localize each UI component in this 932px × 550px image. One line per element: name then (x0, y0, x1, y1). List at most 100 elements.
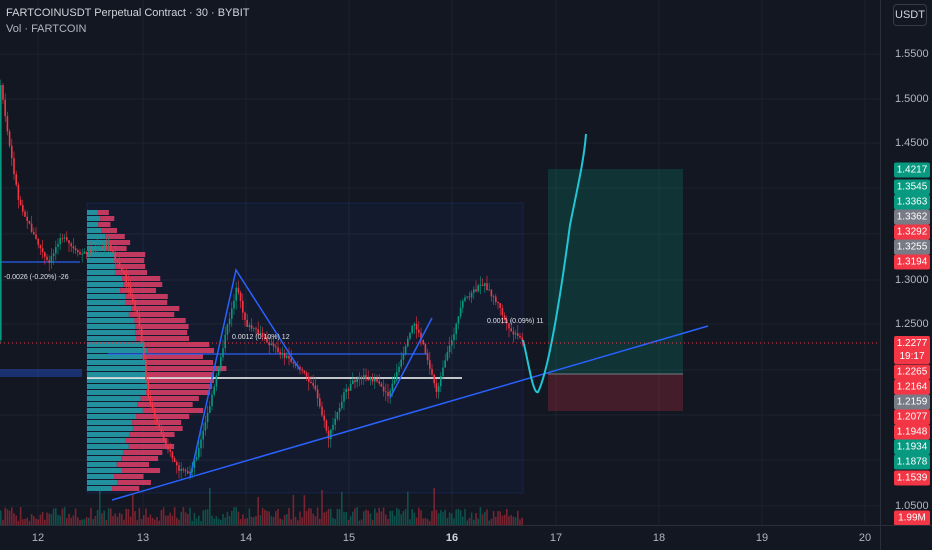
candle-body (343, 392, 345, 402)
volume-bar (310, 508, 312, 525)
volume-profile-bar-up (87, 348, 147, 353)
candle-body (48, 260, 50, 263)
volume-profile-bar-down (125, 300, 168, 305)
candle-body (479, 284, 482, 286)
volume-bar (347, 520, 350, 525)
volume-profile-bar-up (87, 312, 129, 317)
volume-profile-bar-up (87, 222, 99, 227)
volume-bar (501, 515, 504, 525)
candle-body (433, 374, 435, 384)
price-tick: 1.5000 (895, 93, 929, 105)
candle-body (129, 287, 132, 297)
price-label: 1.4217 (894, 162, 930, 178)
volume-bar (259, 515, 262, 525)
candle-body (356, 378, 358, 383)
volume-bar (301, 517, 303, 525)
candle-body (248, 325, 251, 327)
volume-profile-bar-down (125, 438, 168, 443)
volume-indicator-label[interactable]: Vol · FARTCOIN (6, 23, 87, 35)
price-tick: 1.4500 (895, 137, 929, 149)
chart-legend: FARTCOINUSDT Perpetual Contract · 30 · B… (6, 6, 250, 36)
volume-bar (389, 511, 391, 525)
candle-body (147, 380, 149, 397)
candle-body (312, 383, 314, 386)
volume-bar (182, 507, 185, 525)
volume-profile-bar-down (147, 360, 213, 365)
volume-bar (404, 509, 407, 525)
price-chart[interactable] (0, 0, 880, 525)
volume-bar (217, 518, 220, 525)
volume-profile-bar-down (125, 294, 168, 299)
volume-bar (178, 519, 180, 525)
candle-body (385, 391, 387, 393)
volume-profile-bar-up (87, 354, 143, 359)
volume-bar (191, 520, 193, 525)
currency-button[interactable]: USDT (893, 4, 927, 26)
candle-body (462, 300, 464, 308)
candle-body (68, 240, 70, 244)
time-axis[interactable]: 12 13 14 15 16 17 18 19 20 (0, 525, 880, 550)
volume-bar (167, 515, 169, 525)
volume-profile-bar-up (87, 402, 138, 407)
candle-body (180, 468, 182, 471)
candle-body (323, 415, 325, 421)
price-axis[interactable]: 1.5500 1.5000 1.4500 1.3000 1.2500 1.050… (880, 0, 932, 526)
volume-bar (367, 510, 369, 525)
volume-bar (336, 508, 339, 525)
candle-body (235, 287, 237, 301)
volume-profile-bar-up (87, 468, 123, 473)
volume-profile-bar-up (87, 432, 130, 437)
volume-profile-bar-down (147, 372, 215, 377)
candle-body (303, 370, 306, 373)
volume-bar (418, 507, 420, 525)
candle-body (501, 307, 504, 316)
candle-body (402, 353, 405, 360)
chart-area[interactable]: FARTCOINUSDT Perpetual Contract · 30 · B… (0, 0, 880, 525)
candle-body (151, 403, 154, 409)
volume-profile-bar-up (87, 318, 135, 323)
volume-profile-bar-up (87, 294, 126, 299)
candle-body (176, 462, 178, 466)
volume-bar (41, 512, 44, 525)
volume-profile-bar-down (121, 456, 159, 461)
volume-profile-bar-down (117, 480, 151, 485)
volume-bar (345, 512, 347, 525)
candle-body (288, 356, 290, 359)
volume-bar (294, 516, 297, 525)
volume-profile-bar-up (87, 264, 115, 269)
candle-body (310, 381, 312, 384)
candle-body (512, 331, 515, 335)
candle-body (138, 314, 141, 327)
volume-profile-bar-up (87, 366, 147, 371)
volume-bar (248, 508, 251, 525)
candle-body (257, 329, 259, 335)
candle-body (277, 347, 279, 353)
symbol-title[interactable]: FARTCOINUSDT Perpetual Contract · 30 · B… (6, 7, 250, 19)
volume-profile-bar-up (87, 324, 136, 329)
time-tick: 15 (342, 532, 356, 544)
volume-bar (30, 514, 33, 525)
volume-bar (134, 511, 136, 525)
volume-bar (193, 512, 196, 525)
candle-body (378, 381, 380, 384)
candle-body (275, 346, 277, 348)
volume-bar (173, 507, 176, 525)
volume-bar (239, 519, 242, 525)
candle-body (169, 449, 171, 452)
bar-countdown: 19:17 (899, 351, 925, 362)
candle-body (391, 383, 394, 391)
price-label: 1.2159 (894, 394, 930, 410)
candle-body (481, 284, 484, 286)
volume-bar (360, 519, 363, 525)
volume-bar (303, 495, 306, 525)
volume-bar (59, 515, 61, 525)
volume-profile-bar-up (87, 234, 106, 239)
candle-body (349, 384, 352, 391)
volume-bar (39, 514, 42, 525)
candle-body (404, 346, 407, 354)
candle-body (52, 253, 55, 257)
candle-body (264, 337, 266, 339)
volume-bar (156, 517, 158, 525)
volume-bar (341, 491, 343, 525)
candle-body (116, 260, 119, 263)
